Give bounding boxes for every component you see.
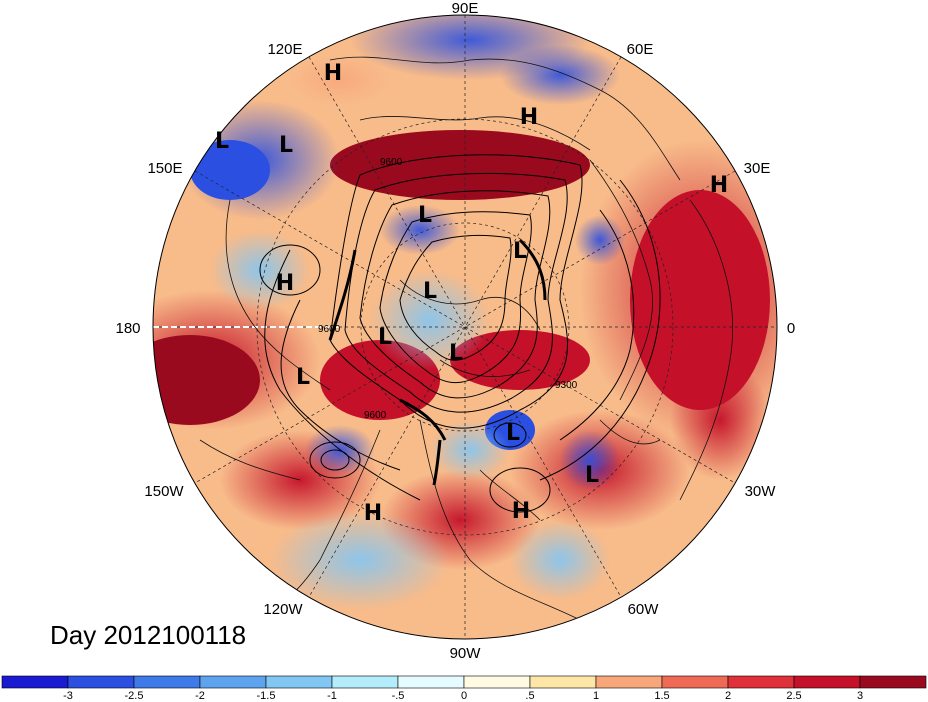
lon-label-150w: 150W xyxy=(144,483,184,500)
colorbar-swatch xyxy=(265,675,333,689)
anomaly-field xyxy=(153,15,777,639)
lon-label-30e: 30E xyxy=(744,160,771,177)
height-contours xyxy=(259,154,661,513)
contour-labels: 9600 9600 9600 9300 xyxy=(318,157,578,421)
colorbar-swatch xyxy=(529,675,597,689)
colorbar-tick-label: -3 xyxy=(63,690,73,702)
low-pressure-label: L xyxy=(449,341,463,366)
low-pressure-label: L xyxy=(378,325,392,350)
lon-label-60w: 60W xyxy=(628,601,660,618)
colorbar-swatch xyxy=(727,675,795,689)
contour-label: 9600 xyxy=(380,157,403,168)
strong-gradient-segments xyxy=(328,238,547,486)
lon-label-30w: 30W xyxy=(745,483,777,500)
lon-label-120e: 120E xyxy=(267,41,302,58)
low-pressure-label: L xyxy=(418,203,432,228)
contour-label: 9600 xyxy=(318,324,341,335)
lon-label-90e: 90E xyxy=(452,0,479,17)
colorbar-swatch xyxy=(793,675,861,689)
low-pressure-label: L xyxy=(215,129,229,154)
colorbar-tick-label: 3 xyxy=(857,690,863,702)
lon-label-60e: 60E xyxy=(627,41,654,58)
high-pressure-label: H xyxy=(710,173,728,198)
colorbar-tick-label: -2 xyxy=(195,690,205,702)
colorbar-tick-label: -1 xyxy=(327,690,337,702)
lon-label-120w: 120W xyxy=(263,601,303,618)
colorbar-swatch xyxy=(199,675,267,689)
colorbar-tick-label: -1.5 xyxy=(257,690,276,702)
high-pressure-label: H xyxy=(364,501,382,526)
colorbar-swatch xyxy=(661,675,729,689)
colorbar-tick-label: -.5 xyxy=(392,690,405,702)
lon-label-150e: 150E xyxy=(147,160,182,177)
high-pressure-label: H xyxy=(276,271,294,296)
longitude-labels: 90E 120E 60E 150E 30E 180 0 150W 30W 120… xyxy=(115,0,795,662)
contour-label: 9600 xyxy=(364,410,387,421)
lon-label-90w: 90W xyxy=(450,645,482,662)
contour-label: 9300 xyxy=(555,380,578,391)
pressure-centers: H H H H H H L L L L L L L L L L xyxy=(215,61,728,526)
colorbar-tick-label: .5 xyxy=(525,690,534,702)
colorbar-swatch xyxy=(463,675,531,689)
colorbar-swatch xyxy=(67,675,135,689)
map-boundary xyxy=(152,14,778,640)
low-pressure-label: L xyxy=(279,133,293,158)
low-pressure-label: L xyxy=(513,239,527,264)
colorbar-tick-label: 0 xyxy=(461,690,467,702)
colorbar-swatch xyxy=(331,675,399,689)
high-pressure-label: H xyxy=(324,61,342,86)
low-pressure-label: L xyxy=(506,421,520,446)
low-pressure-label: L xyxy=(296,365,310,390)
high-pressure-label: H xyxy=(520,105,538,130)
low-pressure-label: L xyxy=(585,463,599,488)
colorbar-swatch xyxy=(133,675,201,689)
colorbar-swatch xyxy=(595,675,663,689)
colorbar-tick-label: 1.5 xyxy=(654,690,669,702)
colorbar-tick-label: 1 xyxy=(593,690,599,702)
map-title: Day 2012100118 xyxy=(50,620,247,650)
colorbar-tick-label: 2.5 xyxy=(786,690,801,702)
colorbar-swatch xyxy=(1,675,69,689)
lon-label-180: 180 xyxy=(115,320,140,337)
colorbar-swatch xyxy=(397,675,465,689)
low-pressure-label: L xyxy=(423,279,437,304)
colorbar: -3 -2.5 -2 -1.5 -1 -.5 0 .5 1 1.5 2 2.5 3 xyxy=(1,675,927,702)
high-pressure-label: H xyxy=(512,499,530,524)
colorbar-tick-label: -2.5 xyxy=(125,690,144,702)
colorbar-tick-label: 2 xyxy=(725,690,731,702)
colorbar-swatch xyxy=(859,675,927,689)
lon-label-0: 0 xyxy=(787,320,795,337)
